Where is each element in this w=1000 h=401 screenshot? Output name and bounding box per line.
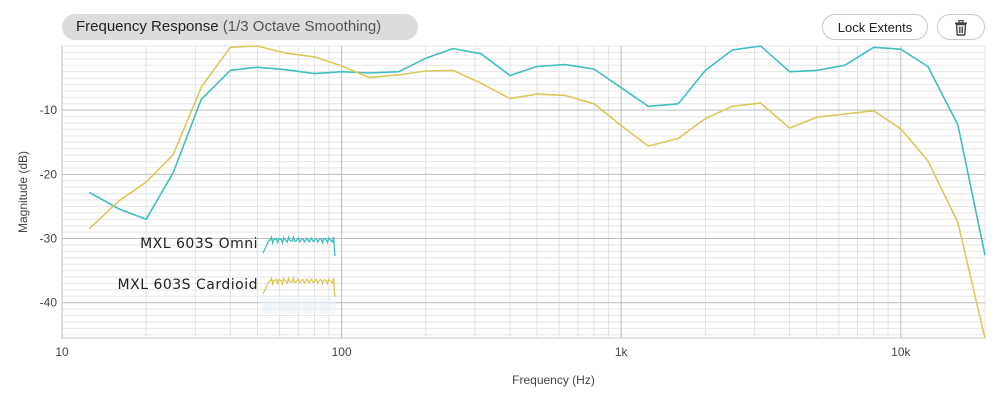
chart-grid (61, 45, 986, 339)
legend-label: MXL 603S Cardioid (118, 277, 258, 293)
chart-title: Frequency Response (76, 18, 219, 35)
legend-label: MXL 603S Omni (140, 236, 258, 252)
trash-icon (955, 19, 967, 36)
legend-swatch-cardioid (262, 276, 336, 297)
chart-labels: -10 -20 -30 -40 10 100 1k 10k Frequency (Hz) Magn… (16, 103, 911, 387)
series-line-omni (88, 45, 986, 256)
x-axis-label: Frequency (Hz) (512, 373, 595, 387)
chart-legend: MXL 603S Omni MXL 603S Cardioid (118, 235, 336, 314)
legend-swatch-omni (262, 235, 336, 256)
x-tick-label: 10 (55, 345, 69, 359)
y-tick-label: -40 (40, 296, 58, 310)
chart-subtitle: (1/3 Octave Smoothing) (222, 18, 382, 35)
x-tick-label: 10k (891, 345, 911, 359)
x-tick-label: 100 (332, 345, 352, 359)
y-tick-label: -20 (40, 167, 58, 181)
lock-extents-button[interactable]: Lock Extents (822, 14, 928, 40)
y-tick-label: -30 (40, 232, 58, 246)
legend-shade (262, 298, 336, 314)
plot-area (61, 45, 986, 339)
delete-button[interactable] (937, 14, 985, 40)
x-tick-label: 1k (615, 345, 629, 359)
chart-series (88, 45, 986, 339)
series-line-cardioid (88, 45, 986, 339)
y-tick-label: -10 (40, 103, 58, 117)
y-axis-label: Magnitude (dB) (16, 151, 30, 233)
chart-title-pill: Frequency Response (1/3 Octave Smoothing… (62, 14, 418, 40)
